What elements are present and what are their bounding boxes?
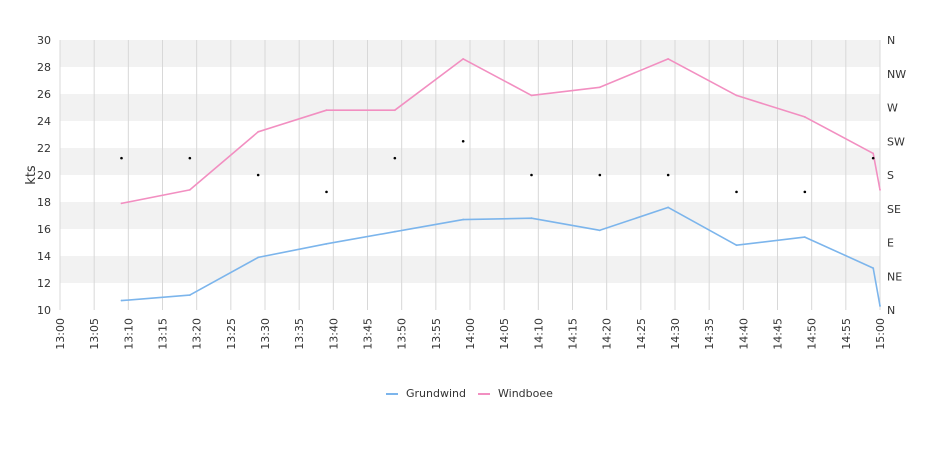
wind-direction-marker (393, 156, 397, 160)
y-tick-label: 18 (37, 196, 51, 209)
wind-direction-marker (461, 139, 465, 143)
data-point-windboee (530, 94, 533, 97)
data-point-windboee (325, 109, 328, 112)
data-point-windboee (393, 109, 396, 112)
x-tick-label: 13:20 (191, 318, 204, 350)
x-tick-label: 13:50 (396, 318, 409, 350)
x-tick-label: 13:05 (88, 318, 101, 350)
data-point-grundwind (803, 236, 806, 239)
x-tick-label: 14:10 (532, 318, 545, 350)
x-tick-label: 14:40 (737, 318, 750, 350)
y2-tick-label: SW (887, 135, 905, 148)
y2-tick-label: NW (887, 68, 906, 81)
data-point-windboee (667, 58, 670, 60)
wind-direction-marker (120, 156, 123, 160)
x-tick-label: 15:00 (874, 318, 887, 350)
wind-direction-marker (325, 190, 328, 194)
data-point-grundwind (879, 305, 881, 307)
wind-direction-marker (256, 173, 260, 177)
data-point-windboee (188, 188, 191, 191)
data-point-windboee (803, 116, 806, 118)
data-point-grundwind (120, 299, 123, 302)
wind-direction-marker (803, 190, 807, 194)
x-tick-label: 14:45 (772, 318, 785, 350)
y-tick-label: 26 (37, 88, 51, 101)
y-axis-title: kts (24, 165, 39, 185)
data-point-grundwind (530, 217, 533, 220)
y2-tick-label: SE (887, 203, 901, 216)
x-tick-label: 13:35 (293, 318, 306, 350)
legend-label: Grundwind (406, 387, 466, 400)
x-axis-ticks: 13:00 13:05 13:10 13:15 13:20 13:25 13:30 13:35… (54, 318, 887, 350)
grid-lines (59, 40, 881, 310)
x-tick-label: 14:20 (601, 318, 614, 350)
wind-direction-marker (666, 173, 670, 177)
data-point-windboee (879, 188, 881, 191)
data-point-grundwind (393, 230, 396, 233)
data-point-grundwind (598, 229, 601, 232)
data-point-windboee (872, 152, 875, 155)
x-tick-label: 13:30 (259, 318, 272, 350)
x-tick-label: 14:30 (669, 318, 682, 350)
y-tick-label: 10 (37, 304, 51, 317)
x-tick-label: 13:40 (327, 318, 340, 350)
series-line-windboee (121, 58, 881, 205)
data-point-grundwind (667, 206, 670, 209)
data-point-windboee (735, 94, 738, 97)
data-point-windboee (598, 86, 601, 89)
data-point-grundwind (325, 242, 328, 245)
x-tick-label: 13:10 (122, 318, 135, 350)
data-point-grundwind (872, 267, 875, 270)
wind-direction-marker (598, 173, 602, 177)
x-tick-label: 14:50 (806, 318, 819, 350)
x-tick-label: 13:55 (430, 318, 443, 350)
y2-axis-ticks: N NE E SE S SW W NW N (887, 34, 906, 317)
series-lines (120, 58, 881, 307)
data-point-windboee (462, 58, 465, 60)
x-tick-label: 13:15 (157, 318, 170, 350)
data-point-grundwind (257, 256, 260, 259)
direction-markers (120, 139, 875, 194)
y-tick-label: 24 (37, 115, 51, 128)
x-tick-label: 14:00 (464, 318, 477, 350)
legend-label: Windboee (498, 387, 553, 400)
x-tick-label: 13:00 (54, 318, 67, 350)
y-tick-label: 20 (37, 169, 51, 182)
wind-direction-marker (871, 156, 875, 160)
legend[interactable]: Grundwind Windboee (386, 387, 553, 400)
wind-direction-marker (530, 173, 533, 177)
x-tick-label: 13:25 (225, 318, 238, 350)
y2-tick-label: E (887, 237, 894, 250)
y2-tick-label: W (887, 102, 898, 115)
y-tick-label: 30 (37, 34, 51, 47)
x-tick-label: 14:25 (635, 318, 648, 350)
data-point-grundwind (188, 294, 191, 297)
data-point-windboee (120, 202, 123, 205)
y2-tick-label: N (887, 304, 895, 317)
y-tick-label: 14 (37, 250, 51, 263)
wind-direction-marker (188, 156, 192, 160)
data-point-grundwind (735, 244, 738, 247)
y-tick-label: 16 (37, 223, 51, 236)
legend-item-windboee[interactable]: Windboee (478, 387, 553, 400)
data-point-windboee (257, 130, 260, 133)
y2-tick-label: NE (887, 270, 902, 283)
y2-tick-label: S (887, 169, 894, 182)
y2-tick-label: N (887, 34, 895, 47)
x-tick-label: 14:35 (703, 318, 716, 350)
x-tick-label: 14:15 (567, 318, 580, 350)
legend-item-grundwind[interactable]: Grundwind (386, 387, 466, 400)
y-tick-label: 22 (37, 142, 51, 155)
y-tick-label: 12 (37, 277, 51, 290)
x-tick-label: 14:55 (840, 318, 853, 350)
wind-direction-marker (735, 190, 738, 194)
x-tick-label: 13:45 (362, 318, 375, 350)
data-point-grundwind (462, 218, 465, 221)
y-tick-label: 28 (37, 61, 51, 74)
y-axis-ticks: 10 12 14 16 18 20 22 24 26 28 30 (37, 34, 51, 317)
x-tick-label: 14:05 (498, 318, 511, 350)
